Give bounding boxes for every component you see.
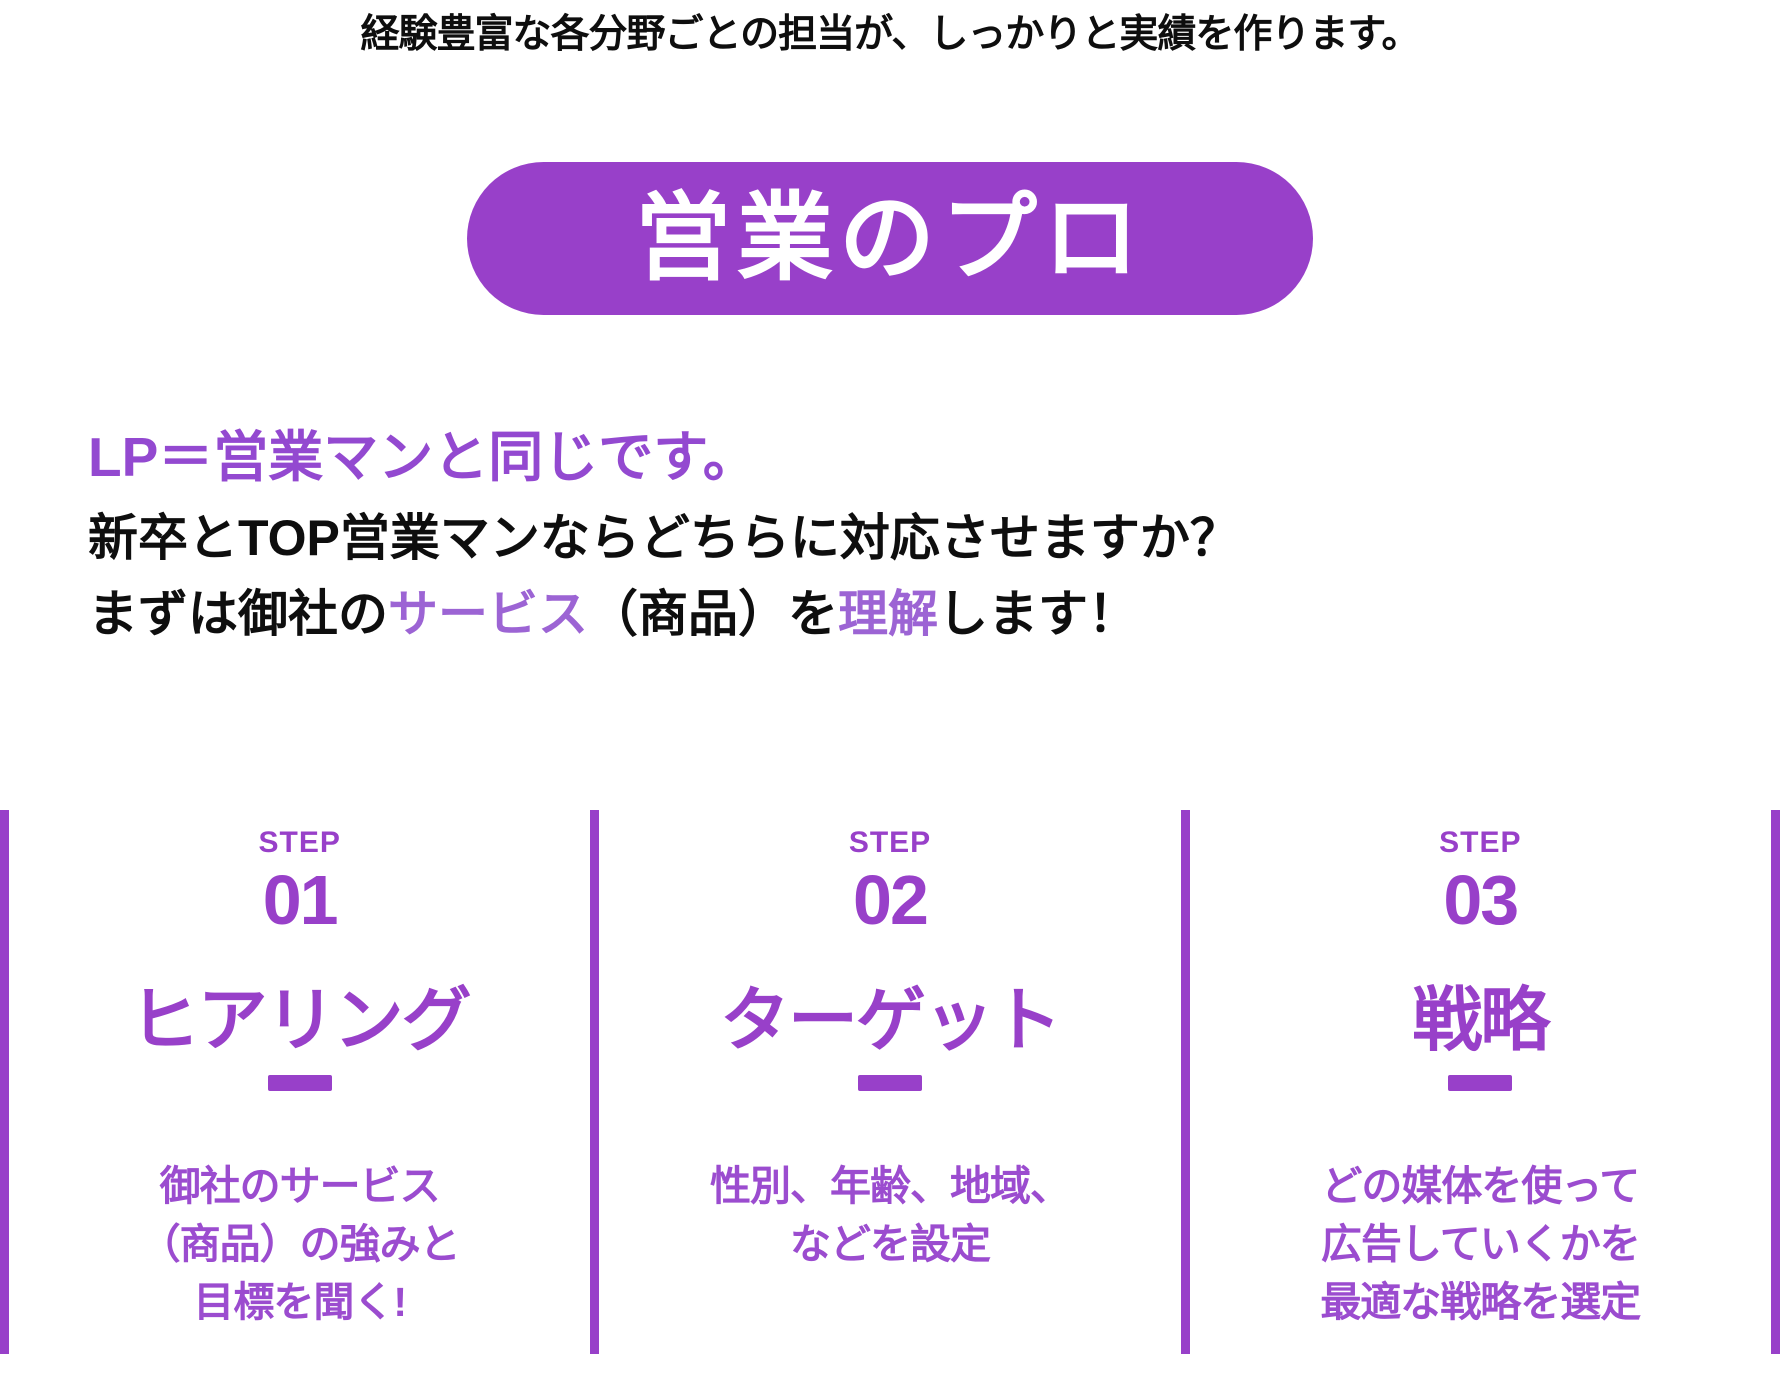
step-3-description-line: 最適な戦略を選定 <box>1320 1279 1641 1325</box>
column-divider-1 <box>590 810 600 1354</box>
steps-section: STEP 01 ヒアリング 御社のサービス （商品）の強みと 目標を聞く! ST… <box>0 810 1780 1354</box>
step-3-description-line: 広告していくかを <box>1320 1221 1641 1267</box>
section-left-bar <box>0 810 9 1354</box>
service-highlight: サービス <box>388 586 588 642</box>
step-1-description-line: 御社のサービス <box>159 1163 441 1209</box>
step-1-label: STEP <box>258 826 341 859</box>
intro-text: 経験豊富な各分野ごとの担当が、しっかりと実績を作ります。 <box>360 13 1421 56</box>
step-1-number: 01 <box>262 861 339 939</box>
pitch-line-1-text: 新卒とTOP営業マンならどちらに対応させますか？ <box>88 510 1240 566</box>
pitch-line-2-lead: まずは御社の <box>88 586 388 642</box>
section-right-bar <box>1770 810 1780 1354</box>
sales-pro-badge: 営業のプロ <box>467 162 1313 315</box>
step-column-3: STEP 03 戦略 どの媒体を使って 広告していくかを 最適な戦略を選定 <box>1190 810 1771 1354</box>
pitch-line-2-mid: （商品）を <box>588 586 838 642</box>
step-3-number: 03 <box>1443 861 1519 939</box>
step-3-underline-dash <box>1448 1075 1513 1091</box>
pitch-heading: LP＝営業マンと同じです。 <box>88 426 758 488</box>
pitch-block: LP＝営業マンと同じです。 新卒とTOP営業マンならどちらに対応させますか？ ま… <box>88 424 1240 652</box>
step-3-title: 戦略 <box>1412 981 1550 1059</box>
step-1-title: ヒアリング <box>129 981 472 1059</box>
sales-pro-badge-label: 営業のプロ <box>635 184 1145 292</box>
step-2-description: 性別、年齢、地域、 などを設定 <box>599 1157 1180 1273</box>
step-3-description-line: どの媒体を使って <box>1321 1163 1640 1209</box>
step-column-1: STEP 01 ヒアリング 御社のサービス （商品）の強みと 目標を聞く! <box>9 810 590 1354</box>
step-2-title: ターゲット <box>719 981 1062 1059</box>
step-2-number: 02 <box>853 861 929 939</box>
step-1-underline-dash <box>267 1075 332 1091</box>
step-1-description: 御社のサービス （商品）の強みと 目標を聞く! <box>9 1157 590 1331</box>
step-1-description-line: 目標を聞く! <box>193 1279 407 1325</box>
pitch-line-1: 新卒とTOP営業マンならどちらに対応させますか？ <box>88 500 1240 576</box>
step-column-2: STEP 02 ターゲット 性別、年齢、地域、 などを設定 <box>599 810 1180 1354</box>
pitch-line-2: まずは御社のサービス（商品）を理解します！ <box>88 576 1240 652</box>
step-2-underline-dash <box>857 1075 922 1091</box>
step-2-label: STEP <box>848 826 932 859</box>
step-3-description: どの媒体を使って 広告していくかを 最適な戦略を選定 <box>1190 1157 1771 1331</box>
understand-highlight: 理解 <box>838 586 938 642</box>
step-3-label: STEP <box>1439 826 1522 859</box>
step-2-description-line: 性別、年齢、地域、 <box>709 1163 1071 1209</box>
column-divider-2 <box>1180 810 1190 1354</box>
pitch-line-2-tail: します！ <box>938 586 1138 642</box>
step-2-description-line: などを設定 <box>789 1221 991 1267</box>
step-1-description-line: （商品）の強みと <box>139 1221 461 1267</box>
